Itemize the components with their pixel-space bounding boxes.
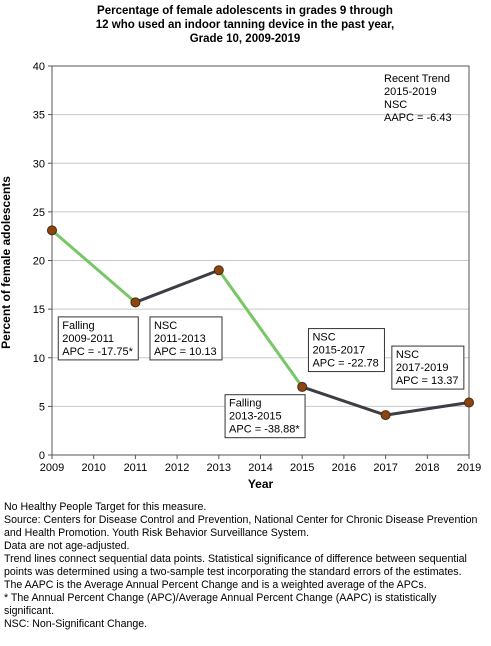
chart-title-line: 12 who used an indoor tanning device in …: [96, 19, 394, 31]
trend-segment-nsc: [300, 385, 388, 417]
data-point: [130, 297, 141, 308]
annotation-line: NSC: [312, 332, 335, 344]
y-tick-label: 30: [33, 158, 45, 170]
x-tick-label: 2018: [415, 462, 439, 474]
annotation-line: APC = -22.78: [312, 358, 378, 370]
line-chart: Percentage of female adolescents in grad…: [0, 5, 481, 491]
footnote: Source: Centers for Disease Control and …: [4, 514, 478, 539]
trend-segment-falling: [217, 268, 304, 389]
y-tick-label: 25: [33, 207, 45, 219]
annotation-line: 2009-2011: [62, 333, 114, 345]
footnote: * The Annual Percent Change (APC)/Averag…: [4, 592, 437, 617]
footnote: Data are not age-adjusted.: [4, 540, 130, 552]
footnote: The AAPC is the Average Annual Percent C…: [4, 579, 427, 591]
x-tick-label: 2010: [81, 462, 105, 474]
x-tick-label: 2015: [290, 462, 314, 474]
trend-segments: [50, 228, 471, 417]
x-tick-label: 2011: [124, 462, 148, 474]
annotation-line: 2013-2015: [229, 411, 282, 423]
trend-segment-nsc: [133, 268, 221, 304]
chart-title-line: Grade 10, 2009-2019: [190, 33, 301, 45]
data-point: [464, 397, 474, 408]
x-axis-label: Year: [248, 477, 274, 491]
annotation-line: Falling: [62, 320, 94, 332]
y-tick-label: 5: [39, 401, 45, 413]
annotation-line: APC = 13.37: [396, 375, 459, 387]
chart-title-line: Percentage of female adolescents in grad…: [97, 5, 393, 17]
annotation-line: 2015-2017: [312, 345, 365, 357]
annotation-line: NSC: [396, 349, 419, 361]
annotation-line: APC = -17.75*: [62, 346, 133, 358]
x-tick-label: 2014: [248, 462, 272, 474]
x-tick-label: 2019: [457, 462, 481, 474]
footnote: NSC: Non-Significant Change.: [4, 618, 148, 630]
data-point: [213, 265, 224, 276]
annotation-line: APC = 10.13: [154, 346, 217, 358]
y-tick-label: 20: [33, 256, 45, 268]
chart-title: Percentage of female adolescents in grad…: [96, 5, 394, 45]
data-point: [297, 381, 308, 392]
trend-segment-nsc: [384, 400, 471, 417]
recent-trend-line: NSC: [384, 99, 407, 111]
x-tick-label: 2017: [373, 462, 397, 474]
data-point: [47, 225, 57, 236]
annotation-line: Falling: [229, 398, 261, 410]
annotation-line: 2017-2019: [396, 362, 449, 374]
y-axis-ticks: 0 5 10 15 20 25 30 35 40: [33, 61, 52, 462]
annotation-line: 2011-2013: [154, 333, 206, 345]
trend-segment-falling: [50, 228, 137, 304]
footnote: Trend lines connect sequential data poin…: [4, 553, 467, 578]
y-tick-label: 0: [39, 450, 45, 462]
footnotes: No Healthy People Target for this measur…: [4, 501, 488, 631]
x-tick-label: 2013: [207, 462, 231, 474]
y-axis-label: Percent of female adolescents: [0, 176, 13, 349]
annotation-line: APC = -38.88*: [229, 424, 300, 436]
y-tick-label: 35: [33, 110, 45, 122]
recent-trend-line: 2015-2019: [384, 86, 437, 98]
data-point: [380, 410, 391, 421]
annotation-line: NSC: [154, 320, 177, 332]
y-tick-label: 10: [33, 353, 45, 365]
x-tick-label: 2012: [165, 462, 189, 474]
recent-trend-line: AAPC = -6.43: [384, 112, 452, 124]
x-tick-label: 2009: [40, 462, 64, 474]
footnote: No Healthy People Target for this measur…: [4, 501, 207, 513]
x-axis-ticks: 2009 2010 2011 2012 2013 2014 2015 2016 2017 2018…: [40, 455, 481, 474]
x-tick-label: 2016: [332, 462, 356, 474]
y-tick-label: 40: [33, 61, 45, 73]
recent-trend-line: Recent Trend: [384, 73, 450, 85]
data-points: [47, 225, 474, 421]
y-tick-label: 15: [33, 304, 45, 316]
